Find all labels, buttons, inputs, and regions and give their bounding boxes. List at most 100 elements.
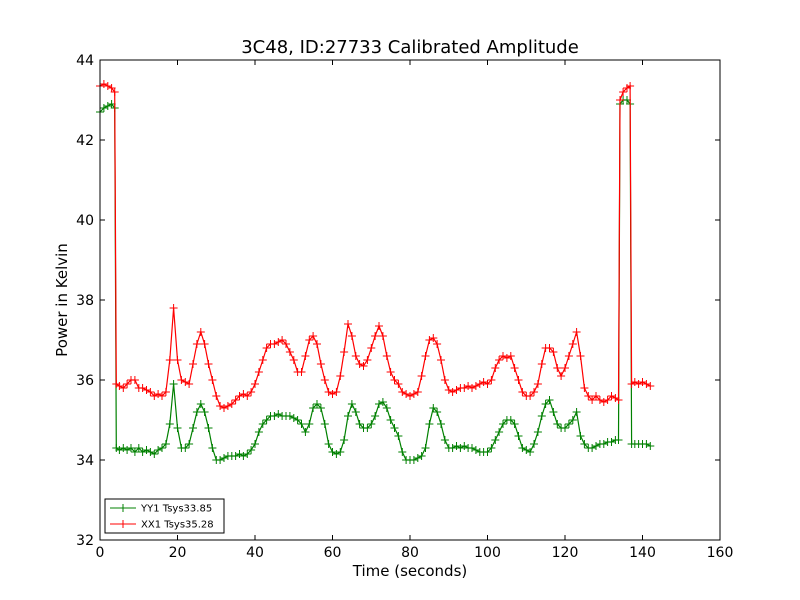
legend-label-xx1: XX1 Tsys35.28 [141,520,214,531]
series-1-point [181,378,190,386]
series-1-point [173,356,182,364]
series-0-point [347,400,356,408]
series-0-point [270,412,279,420]
series-0-point [386,416,395,424]
series-0-point [417,452,426,460]
x-tick-label: 80 [401,545,419,561]
series-1-point [336,372,345,380]
series-1-point [561,364,569,372]
series-line-1 [99,83,651,409]
series-0-point [173,424,182,432]
series-1-point [487,376,496,384]
series-1-point [634,380,643,388]
series-0-point [274,410,283,418]
series-0-point [371,412,380,420]
series-0-point [200,408,209,416]
x-tick-label: 160 [707,545,734,561]
series-1-point [165,356,174,364]
series-0-point [251,440,259,448]
series-1-point [313,340,321,348]
series-1-point [243,392,252,400]
series-1-point [154,390,163,398]
x-tick-label: 60 [324,545,342,561]
series-1-point [216,402,225,410]
series-0-point [142,446,151,454]
series-0-point [130,448,139,456]
series-0-point [309,404,318,412]
series-1-point [549,348,558,356]
series-1-point [568,340,577,348]
series-1-point [425,336,434,344]
series-1-point [553,364,562,372]
series-1-point [305,336,314,344]
series-1-point [185,380,194,388]
x-tick-label: 120 [552,545,579,561]
series-0-point [425,420,434,428]
series-0-point [541,400,550,408]
series-0-point [518,444,527,452]
series-1-point [142,386,151,394]
series-1-point [251,380,259,388]
series-1-point [150,392,159,400]
y-tick-label: 34 [76,453,94,469]
series-0-point [344,412,352,420]
x-tick-label: 20 [169,545,187,561]
series-0-point [138,448,147,456]
series-0-point [305,420,314,428]
series-1-point [495,356,504,364]
x-tick-label: 140 [629,545,656,561]
series-0-point [468,444,476,452]
series-1-point [510,364,519,372]
series-1-point [375,322,383,330]
series-0-point [196,400,205,408]
series-1-point [274,338,283,346]
series-1-point [630,378,639,386]
series-0-point [533,428,542,436]
series-1-point [537,360,546,368]
x-tick-label: 100 [474,545,501,561]
series-1-point [592,392,600,400]
series-1-point [161,388,170,396]
series-1-point [347,332,356,340]
series-0-point [134,444,143,452]
series-1-point [340,348,349,356]
series-0-point [320,420,329,428]
series-1-point [301,352,310,360]
series-1-point [514,376,523,384]
series-0-point [390,424,399,432]
series-1-point [483,380,492,388]
series-0-point [448,444,457,452]
series-1-point [359,362,368,370]
series-1-point [239,390,248,398]
legend-label-yy1: YY1 Tsys33.85 [140,504,212,515]
series-1-point [616,96,624,104]
series-1-point [371,332,380,340]
series-1-point [328,390,337,398]
series-0-point [437,420,445,428]
series-1-point [138,384,147,392]
series-0-point [123,446,132,454]
series-1-point [580,384,589,392]
series-0-point [243,450,252,458]
series-0-point [208,444,217,452]
plot-frame [99,59,721,541]
series-0-point [231,452,240,460]
series-0-point [483,448,492,456]
series-1-point [146,388,155,396]
series-1-point [638,378,647,386]
series-1-point [204,360,213,368]
series-1-point [588,396,597,404]
series-0-point [382,404,391,412]
series-1-point [309,332,318,340]
series-0-point [313,400,321,408]
series-1-point [491,364,500,372]
series-0-point [181,444,190,452]
series-1-point [595,396,604,404]
series-0-point [607,438,616,446]
series-1-point [324,388,333,396]
series-1-point [192,340,201,348]
series-1-point [227,400,236,408]
series-0-point [99,104,108,112]
series-0-point [150,450,159,458]
